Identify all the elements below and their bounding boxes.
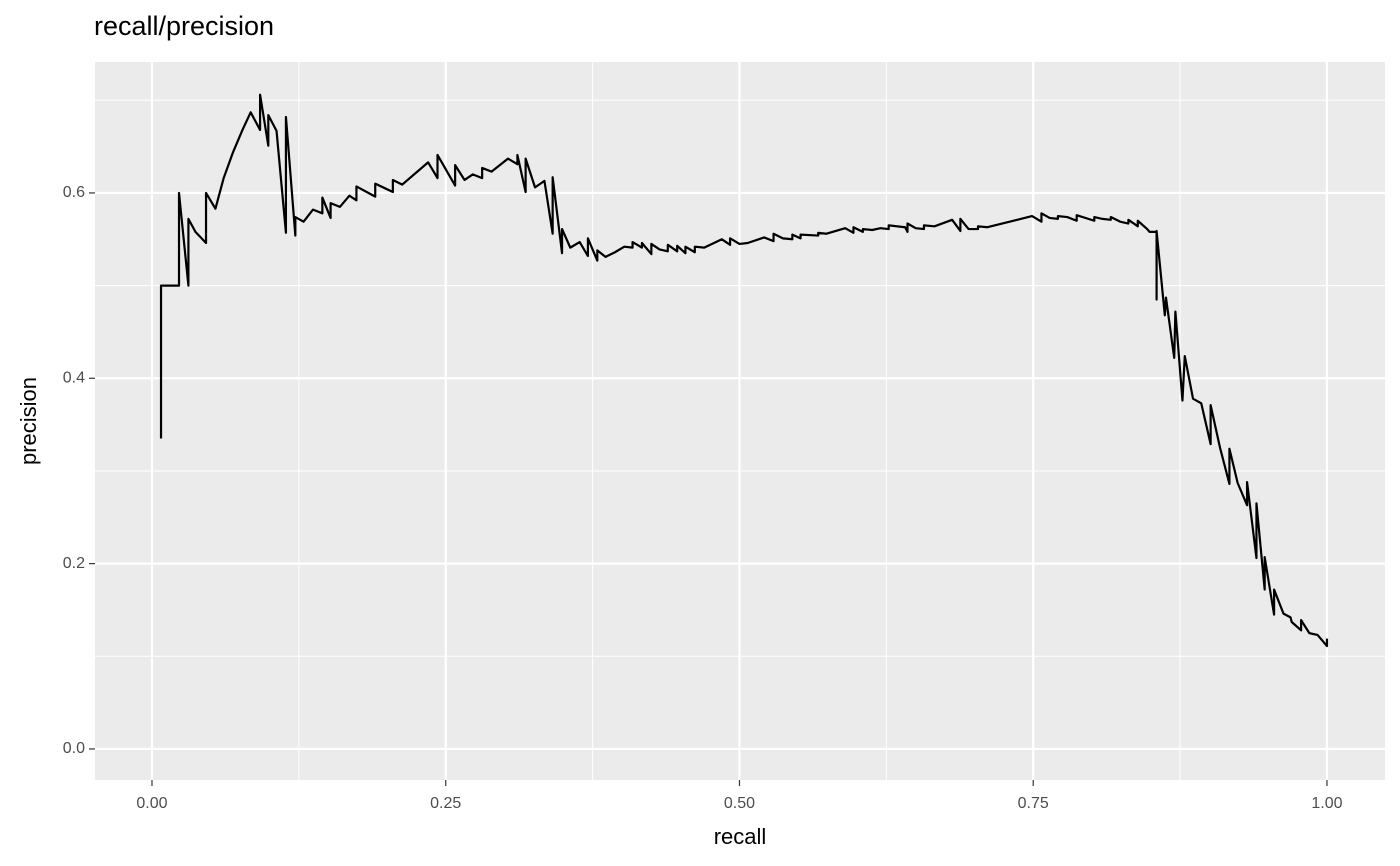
y-axis-title: precision — [16, 377, 41, 465]
x-tick-label: 0.00 — [136, 795, 167, 812]
x-tick-label: 0.50 — [724, 795, 755, 812]
x-tick-label: 0.25 — [430, 795, 461, 812]
x-tick-label: 0.75 — [1018, 795, 1049, 812]
x-tick-label: 1.00 — [1311, 795, 1342, 812]
y-tick-label: 0.4 — [63, 369, 85, 386]
y-tick-label: 0.2 — [63, 555, 85, 572]
x-axis-title: recall — [714, 824, 767, 849]
y-tick-label: 0.0 — [63, 740, 85, 757]
line — [159, 93, 1329, 648]
y-tick-label: 0.6 — [63, 184, 85, 201]
chart-title: recall/precision — [94, 11, 274, 41]
